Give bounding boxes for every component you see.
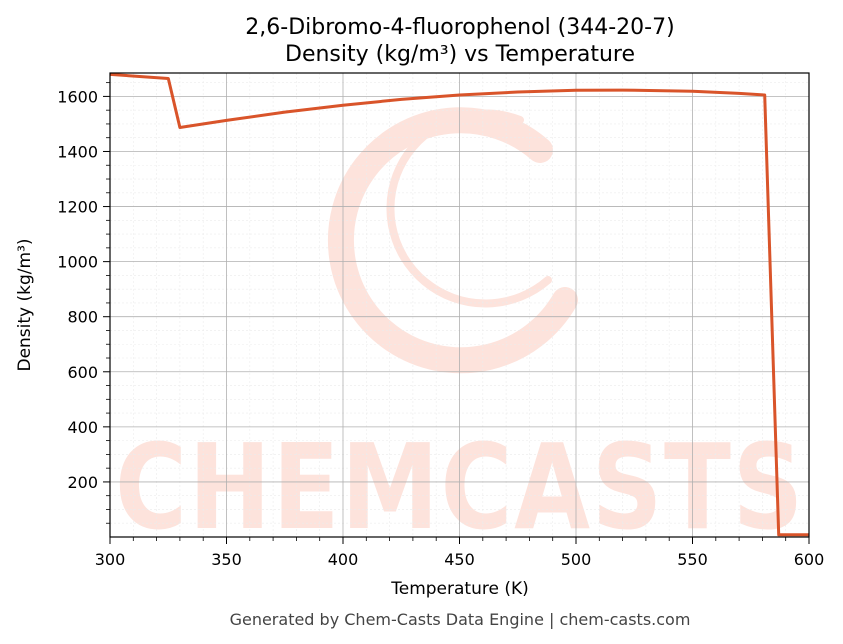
watermark-c-swirl <box>327 107 578 374</box>
y-tick-label: 200 <box>67 473 98 492</box>
y-tick-label: 800 <box>67 308 98 327</box>
x-axis-label: Temperature (K) <box>390 579 529 599</box>
y-tick-label: 1000 <box>57 253 98 272</box>
chart-title-line-1: 2,6-Dibromo-4-fluorophenol (344-20-7) <box>245 15 674 40</box>
chemcasts-watermark: CHEMCASTS <box>115 107 805 556</box>
y-tick-label: 1600 <box>57 87 98 106</box>
y-tick-label: 1400 <box>57 142 98 161</box>
x-tick-label: 550 <box>677 550 708 569</box>
chart-title-line-2: Density (kg/m³) vs Temperature <box>285 42 635 67</box>
x-tick-label: 400 <box>328 550 359 569</box>
watermark-text: CHEMCASTS <box>115 418 805 556</box>
density-series-line <box>110 73 809 537</box>
y-axis-label: Density (kg/m³) <box>15 238 35 371</box>
x-axis-ticks: 300 350 400 450 500 550 600 <box>95 537 825 569</box>
series-layer <box>110 73 809 537</box>
x-tick-label: 350 <box>211 550 242 569</box>
major-grid <box>109 73 810 537</box>
y-axis-ticks: 200 400 600 800 1000 1200 1400 1600 <box>57 82 110 524</box>
x-tick-label: 300 <box>95 550 126 569</box>
x-tick-label: 500 <box>561 550 592 569</box>
y-tick-label: 1200 <box>57 198 98 217</box>
y-tick-label: 600 <box>67 363 98 382</box>
x-tick-label: 600 <box>794 550 825 569</box>
x-tick-label: 450 <box>444 550 475 569</box>
y-tick-label: 400 <box>67 418 98 437</box>
footer-credit: Generated by Chem-Casts Data Engine | ch… <box>230 610 691 629</box>
